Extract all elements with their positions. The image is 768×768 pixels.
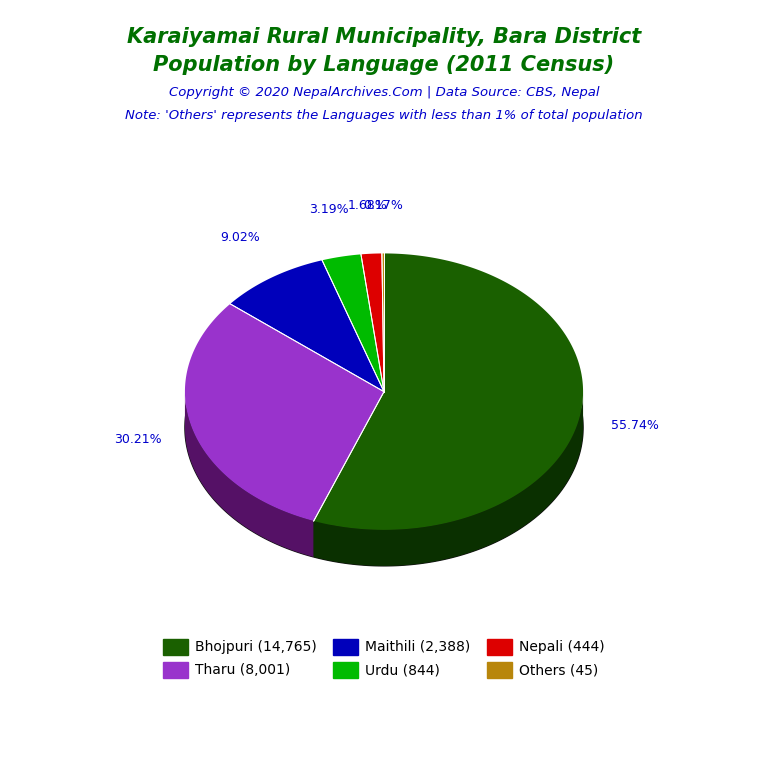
Polygon shape (185, 304, 384, 521)
Text: Copyright © 2020 NepalArchives.Com | Data Source: CBS, Nepal: Copyright © 2020 NepalArchives.Com | Dat… (169, 86, 599, 99)
Text: Note: 'Others' represents the Languages with less than 1% of total population: Note: 'Others' represents the Languages … (125, 109, 643, 122)
Text: Population by Language (2011 Census): Population by Language (2011 Census) (154, 55, 614, 75)
Text: 3.19%: 3.19% (310, 203, 349, 216)
Polygon shape (185, 290, 583, 566)
Legend: Bhojpuri (14,765), Tharu (8,001), Maithili (2,388), Urdu (844), Nepali (444), Ot: Bhojpuri (14,765), Tharu (8,001), Maithi… (157, 633, 611, 684)
Polygon shape (230, 260, 384, 392)
Text: 1.68%: 1.68% (348, 199, 388, 212)
Text: Karaiyamai Rural Municipality, Bara District: Karaiyamai Rural Municipality, Bara Dist… (127, 27, 641, 47)
Text: 0.17%: 0.17% (362, 199, 402, 211)
Polygon shape (313, 392, 583, 566)
Polygon shape (322, 254, 384, 392)
Text: 55.74%: 55.74% (611, 419, 659, 432)
Polygon shape (313, 253, 583, 530)
Polygon shape (313, 392, 384, 557)
Text: 30.21%: 30.21% (114, 433, 161, 446)
Polygon shape (382, 253, 384, 392)
Polygon shape (313, 392, 384, 557)
Polygon shape (185, 392, 313, 557)
Text: 9.02%: 9.02% (220, 231, 260, 244)
Polygon shape (361, 253, 384, 392)
